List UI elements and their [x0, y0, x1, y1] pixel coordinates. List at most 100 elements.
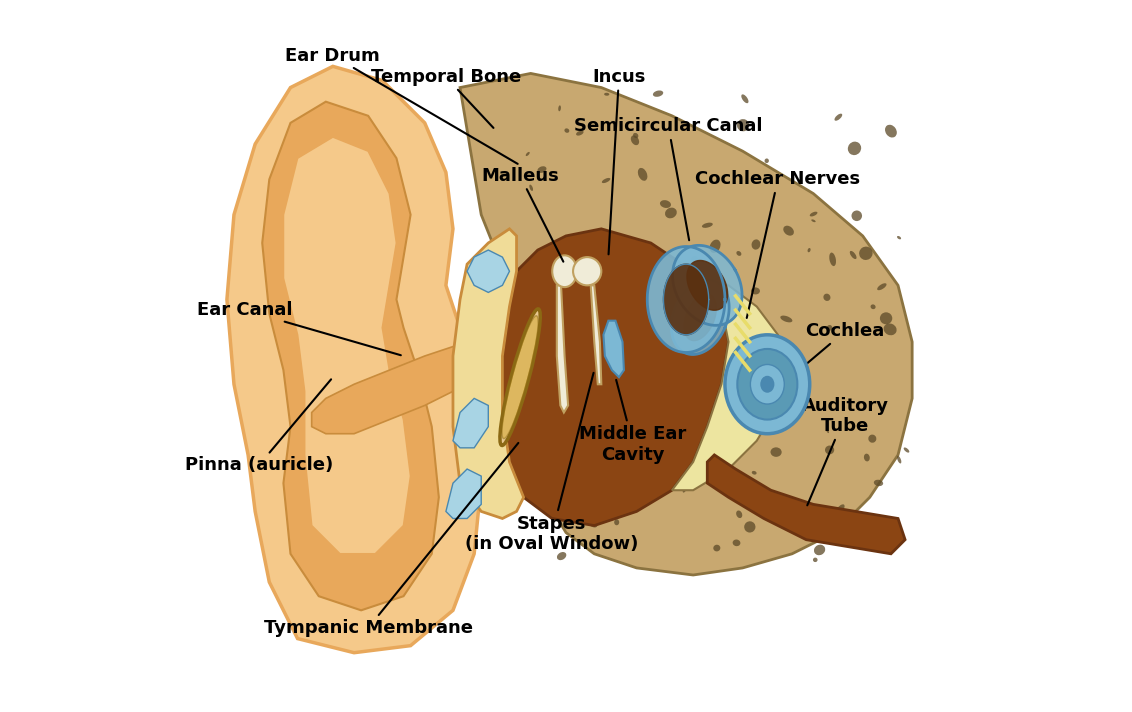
Ellipse shape	[859, 246, 873, 260]
Ellipse shape	[791, 513, 800, 523]
Ellipse shape	[594, 508, 602, 518]
Ellipse shape	[744, 521, 755, 533]
Ellipse shape	[780, 315, 792, 323]
Ellipse shape	[683, 486, 687, 493]
Ellipse shape	[871, 305, 876, 309]
Ellipse shape	[826, 429, 829, 433]
Text: Ear Drum: Ear Drum	[285, 47, 517, 164]
Ellipse shape	[826, 325, 832, 331]
Ellipse shape	[874, 480, 883, 486]
Ellipse shape	[653, 90, 663, 97]
Ellipse shape	[662, 387, 672, 395]
Ellipse shape	[542, 355, 555, 365]
Ellipse shape	[897, 456, 901, 464]
Polygon shape	[453, 399, 488, 448]
Ellipse shape	[751, 365, 784, 404]
Polygon shape	[468, 250, 509, 293]
Text: Middle Ear
Cavity: Middle Ear Cavity	[580, 380, 687, 464]
Polygon shape	[453, 229, 524, 518]
Ellipse shape	[599, 436, 606, 448]
Ellipse shape	[609, 266, 621, 279]
Polygon shape	[591, 286, 601, 384]
Ellipse shape	[877, 283, 886, 290]
Ellipse shape	[697, 384, 704, 393]
Polygon shape	[311, 320, 524, 434]
Ellipse shape	[780, 399, 791, 406]
Ellipse shape	[563, 377, 568, 382]
Ellipse shape	[834, 114, 842, 121]
Ellipse shape	[880, 313, 892, 325]
Polygon shape	[648, 246, 724, 352]
Ellipse shape	[552, 256, 577, 287]
Ellipse shape	[602, 178, 610, 183]
Ellipse shape	[646, 399, 651, 404]
Polygon shape	[671, 280, 729, 355]
Ellipse shape	[635, 417, 644, 426]
Ellipse shape	[903, 447, 909, 453]
Ellipse shape	[737, 119, 749, 131]
Ellipse shape	[525, 152, 530, 156]
Ellipse shape	[813, 557, 817, 562]
Ellipse shape	[589, 520, 598, 528]
Ellipse shape	[771, 447, 782, 457]
Ellipse shape	[724, 335, 809, 434]
Ellipse shape	[850, 251, 857, 259]
Polygon shape	[687, 261, 728, 310]
Polygon shape	[684, 293, 717, 340]
Ellipse shape	[701, 406, 712, 413]
Text: Incus: Incus	[592, 68, 645, 254]
Ellipse shape	[783, 226, 794, 236]
Ellipse shape	[606, 308, 618, 322]
Ellipse shape	[672, 423, 684, 435]
Ellipse shape	[615, 519, 619, 525]
Ellipse shape	[619, 498, 624, 503]
Ellipse shape	[530, 184, 533, 191]
Polygon shape	[460, 73, 912, 575]
Ellipse shape	[604, 93, 609, 95]
Ellipse shape	[547, 455, 550, 459]
Polygon shape	[446, 469, 481, 518]
Text: Cochlea: Cochlea	[801, 323, 885, 368]
Ellipse shape	[885, 125, 897, 137]
Ellipse shape	[752, 239, 761, 250]
Ellipse shape	[764, 159, 769, 163]
Ellipse shape	[809, 211, 817, 216]
Ellipse shape	[692, 451, 696, 454]
Ellipse shape	[607, 234, 618, 246]
Polygon shape	[603, 320, 624, 377]
Ellipse shape	[868, 434, 876, 443]
Ellipse shape	[761, 377, 773, 392]
Ellipse shape	[835, 504, 844, 515]
Ellipse shape	[702, 223, 713, 228]
Ellipse shape	[530, 297, 537, 304]
Ellipse shape	[637, 168, 648, 181]
Ellipse shape	[851, 211, 863, 221]
Ellipse shape	[737, 251, 741, 256]
Ellipse shape	[823, 293, 831, 301]
Text: Malleus: Malleus	[481, 167, 564, 262]
Polygon shape	[672, 246, 741, 325]
Ellipse shape	[697, 319, 708, 327]
Ellipse shape	[604, 323, 609, 328]
Ellipse shape	[501, 315, 538, 439]
Ellipse shape	[500, 309, 540, 446]
Ellipse shape	[741, 95, 748, 103]
Ellipse shape	[737, 349, 797, 419]
Ellipse shape	[633, 133, 638, 138]
Ellipse shape	[558, 105, 561, 111]
Polygon shape	[503, 229, 729, 525]
Ellipse shape	[751, 288, 760, 295]
Polygon shape	[226, 66, 481, 653]
Ellipse shape	[713, 545, 720, 551]
Ellipse shape	[807, 248, 811, 252]
Ellipse shape	[702, 473, 709, 481]
Ellipse shape	[535, 438, 547, 452]
Ellipse shape	[538, 166, 547, 173]
Ellipse shape	[631, 135, 640, 145]
Ellipse shape	[660, 200, 671, 208]
Ellipse shape	[825, 446, 834, 454]
Ellipse shape	[584, 445, 593, 454]
Ellipse shape	[812, 518, 816, 527]
Ellipse shape	[557, 406, 564, 415]
Ellipse shape	[792, 407, 801, 419]
